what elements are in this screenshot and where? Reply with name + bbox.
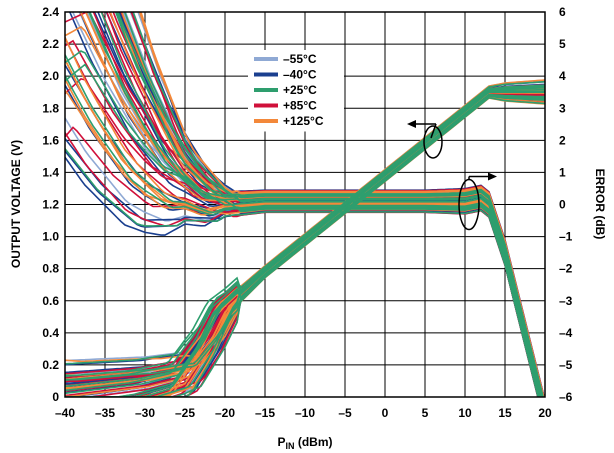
y-tick-label: 0 xyxy=(52,390,59,404)
y2-tick-label: 1 xyxy=(559,165,566,179)
x-tick-label: –10 xyxy=(295,406,315,420)
legend-label: +85°C xyxy=(283,99,317,113)
y2-tick-labels: –6 –5 –4 –3 –2 –1 0 1 2 3 4 5 6 xyxy=(559,5,573,404)
error-curve xyxy=(115,12,544,397)
plot-frame xyxy=(64,11,546,398)
y2-tick-label: –1 xyxy=(559,230,573,244)
annotation-layer xyxy=(407,119,497,231)
x-tick-label: 15 xyxy=(498,406,512,420)
error-curve xyxy=(88,12,543,397)
output-voltage-curve xyxy=(65,91,545,395)
error-curve xyxy=(138,12,545,397)
y-tick-label: 1.6 xyxy=(42,133,59,147)
y-tick-label: 0.2 xyxy=(42,358,59,372)
output-voltage-curve xyxy=(65,95,545,397)
error-curve xyxy=(65,75,541,397)
error-curve xyxy=(114,12,544,397)
annotation-ellipse xyxy=(423,125,443,159)
x-tick-label: –25 xyxy=(175,406,195,420)
series-group xyxy=(65,12,545,397)
y-tick-label: 0.8 xyxy=(42,262,59,276)
y-tick-label: 2.2 xyxy=(42,37,59,51)
error-curve xyxy=(65,50,540,397)
output-voltage-curve xyxy=(65,80,545,365)
y-tick-label: 0.4 xyxy=(42,326,59,340)
y-axis-title: OUTPUT VOLTAGE (V) xyxy=(9,140,23,268)
y2-tick-label: 0 xyxy=(559,198,566,212)
y-tick-label: 2.4 xyxy=(42,5,59,19)
y2-tick-label: –2 xyxy=(559,262,573,276)
y2-tick-label: –4 xyxy=(559,326,573,340)
x-tick-label: 0 xyxy=(382,406,389,420)
error-curve xyxy=(116,12,543,397)
error-curve xyxy=(65,148,539,397)
y2-tick-label: –3 xyxy=(559,294,573,308)
y-tick-label: 2.0 xyxy=(42,69,59,83)
y2-tick-label: –6 xyxy=(559,390,573,404)
y2-tick-label: 6 xyxy=(559,5,566,19)
x-tick-label: 20 xyxy=(538,406,552,420)
x-axis-title-main: P xyxy=(277,435,285,449)
y-tick-label: 1.0 xyxy=(42,230,59,244)
annotation-arrow-head-left xyxy=(407,119,416,128)
x-tick-label: –40 xyxy=(55,406,75,420)
annotation-arrow-head-right xyxy=(488,172,497,181)
legend-label: –55°C xyxy=(283,52,317,66)
y2-tick-label: 4 xyxy=(559,69,566,83)
error-curve xyxy=(65,63,540,397)
x-tick-labels: –40 –35 –30 –25 –20 –15 –10 –5 0 5 10 15 20 xyxy=(55,406,552,420)
x-axis-title-subscript: IN xyxy=(286,441,295,451)
y2-tick-label: 2 xyxy=(559,133,566,147)
y-tick-label: 1.2 xyxy=(42,198,59,212)
x-tick-label: –30 xyxy=(135,406,155,420)
output-voltage-curve xyxy=(65,96,545,397)
x-tick-label: –15 xyxy=(255,406,275,420)
legend-label: +125°C xyxy=(283,114,324,128)
y2-tick-label: –5 xyxy=(559,358,573,372)
y-tick-labels: 0 0.2 0.4 0.6 0.8 1.0 1.2 1.4 1.6 1.8 2.0 2.2 2.4 xyxy=(42,5,59,404)
y2-tick-label: 5 xyxy=(559,37,566,51)
legend: –55°C –40°C+25°C +85°C+125°C xyxy=(248,50,344,132)
legend-label: +25°C xyxy=(283,83,317,97)
x-axis-title: PIN (dBm) xyxy=(277,435,332,451)
x-tick-label: –35 xyxy=(95,406,115,420)
y-tick-label: 1.8 xyxy=(42,101,59,115)
y2-axis-title: ERROR (dB) xyxy=(593,169,607,240)
error-curve xyxy=(100,12,544,397)
x-tick-label: –5 xyxy=(338,406,352,420)
series-layer xyxy=(65,12,545,397)
y2-tick-label: 3 xyxy=(559,101,566,115)
error-curve xyxy=(65,54,541,397)
legend-label: –40°C xyxy=(283,68,317,82)
y-tick-label: 0.6 xyxy=(42,294,59,308)
x-tick-label: 10 xyxy=(458,406,472,420)
x-tick-label: –20 xyxy=(215,406,235,420)
x-axis-title-unit: (dBm) xyxy=(295,435,333,449)
error-curve xyxy=(121,12,545,397)
output-voltage-curve xyxy=(65,84,545,377)
annotation-leader xyxy=(430,123,437,139)
y-tick-label: 1.4 xyxy=(42,165,59,179)
x-tick-label: 5 xyxy=(422,406,429,420)
